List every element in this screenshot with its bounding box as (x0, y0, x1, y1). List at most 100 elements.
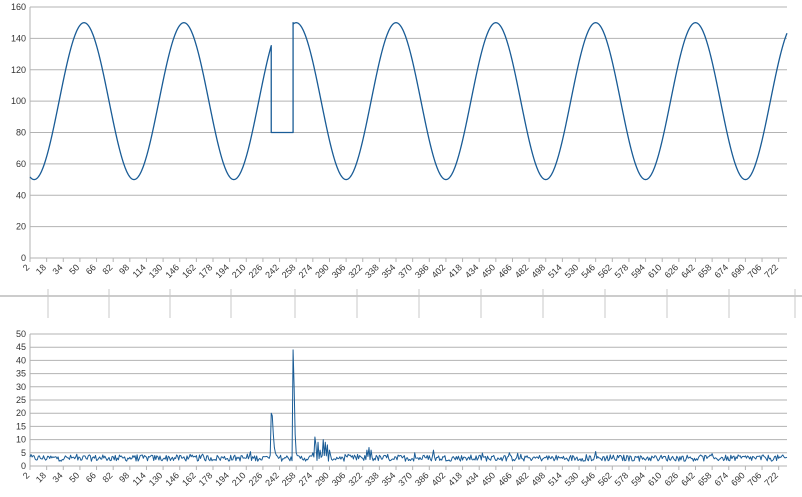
x-tick-label: 722 (762, 470, 780, 488)
x-tick-label: 530 (563, 262, 581, 280)
x-tick-label: 674 (712, 470, 730, 488)
x-tick-label: 450 (480, 470, 498, 488)
x-tick-label: 242 (263, 470, 281, 488)
x-tick-label: 130 (147, 470, 165, 488)
x-tick-label: 290 (313, 470, 331, 488)
y-tick-label: 140 (11, 33, 26, 43)
y-tick-label: 0 (21, 253, 26, 263)
x-tick-label: 290 (313, 262, 331, 280)
x-tick-label: 338 (363, 262, 381, 280)
y-tick-label: 120 (11, 65, 26, 75)
x-tick-label: 130 (147, 262, 165, 280)
x-tick-label: 498 (529, 262, 547, 280)
x-tick-label: 418 (446, 470, 464, 488)
x-tick-label: 402 (430, 470, 448, 488)
x-tick-label: 642 (679, 470, 697, 488)
x-tick-label: 114 (131, 262, 148, 279)
x-tick-label: 226 (247, 470, 265, 488)
x-tick-label: 18 (34, 470, 48, 484)
x-tick-label: 546 (579, 470, 597, 488)
y-tick-label: 80 (16, 128, 26, 138)
x-tick-label: 2 (21, 262, 32, 273)
x-tick-label: 386 (413, 470, 431, 488)
y-tick-label: 20 (16, 222, 26, 232)
x-tick-label: 34 (51, 470, 65, 484)
x-tick-label: 146 (163, 262, 181, 280)
x-tick-label: 498 (529, 470, 547, 488)
x-tick-label: 482 (513, 470, 531, 488)
x-tick-label: 514 (546, 262, 564, 280)
x-tick-label: 578 (613, 262, 631, 280)
y-tick-label: 20 (16, 408, 26, 418)
y-tick-label: 15 (16, 421, 26, 431)
chart-separator (0, 289, 802, 318)
y-tick-label: 30 (16, 382, 26, 392)
y-tick-label: 5 (21, 448, 26, 458)
x-tick-label: 162 (180, 262, 198, 280)
y-tick-label: 160 (11, 2, 26, 12)
x-tick-label: 594 (629, 262, 647, 280)
y-tick-label: 60 (16, 159, 26, 169)
x-tick-label: 210 (230, 470, 248, 488)
x-tick-label: 370 (396, 262, 414, 280)
x-tick-label: 258 (280, 262, 298, 280)
y-tick-label: 35 (16, 369, 26, 379)
x-tick-label: 658 (696, 470, 714, 488)
x-tick-label: 114 (131, 470, 148, 487)
x-tick-label: 274 (297, 470, 315, 488)
x-tick-label: 690 (729, 262, 747, 280)
x-tick-label: 50 (67, 470, 81, 484)
x-tick-label: 482 (513, 262, 531, 280)
x-tick-label: 66 (84, 262, 98, 276)
x-tick-label: 594 (629, 470, 647, 488)
x-tick-label: 50 (67, 262, 81, 276)
x-tick-label: 162 (180, 470, 198, 488)
y-tick-label: 0 (21, 461, 26, 471)
y-tick-label: 100 (11, 96, 26, 106)
x-tick-label: 690 (729, 470, 747, 488)
x-tick-label: 610 (646, 262, 664, 280)
x-tick-label: 82 (100, 470, 114, 484)
x-tick-label: 194 (213, 262, 231, 280)
x-tick-label: 706 (746, 262, 764, 280)
x-tick-label: 530 (563, 470, 581, 488)
x-tick-label: 194 (213, 470, 231, 488)
x-tick-label: 66 (84, 470, 98, 484)
x-tick-label: 226 (247, 262, 265, 280)
x-tick-label: 370 (396, 470, 414, 488)
x-tick-label: 658 (696, 262, 714, 280)
x-tick-label: 258 (280, 470, 298, 488)
x-tick-label: 178 (197, 262, 215, 280)
y-tick-label: 45 (16, 342, 26, 352)
x-tick-label: 18 (34, 262, 48, 276)
x-tick-label: 418 (446, 262, 464, 280)
x-tick-label: 98 (117, 470, 131, 484)
x-tick-label: 386 (413, 262, 431, 280)
x-tick-label: 722 (762, 262, 780, 280)
x-tick-label: 546 (579, 262, 597, 280)
x-tick-label: 434 (463, 262, 481, 280)
x-tick-label: 82 (100, 262, 114, 276)
series-line (29, 349, 788, 462)
x-tick-label: 34 (51, 262, 65, 276)
x-tick-label: 466 (496, 470, 514, 488)
x-tick-label: 626 (663, 262, 681, 280)
x-tick-label: 578 (613, 470, 631, 488)
x-tick-label: 674 (712, 262, 730, 280)
x-tick-label: 450 (480, 262, 498, 280)
x-tick-label: 178 (197, 470, 215, 488)
x-tick-label: 98 (117, 262, 131, 276)
x-tick-label: 306 (330, 470, 348, 488)
y-tick-label: 40 (16, 355, 26, 365)
x-tick-label: 610 (646, 470, 664, 488)
x-tick-label: 514 (546, 470, 564, 488)
x-tick-label: 322 (346, 262, 364, 280)
y-tick-label: 40 (16, 190, 26, 200)
x-tick-label: 562 (596, 262, 614, 280)
y-tick-label: 50 (16, 329, 26, 339)
x-tick-label: 306 (330, 262, 348, 280)
x-tick-label: 466 (496, 262, 514, 280)
x-tick-label: 274 (297, 262, 315, 280)
